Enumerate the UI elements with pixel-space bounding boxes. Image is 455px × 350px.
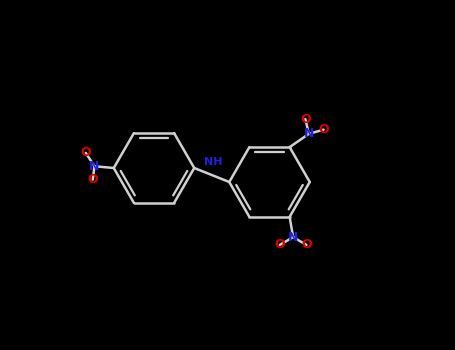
Text: NH: NH xyxy=(204,157,223,167)
Text: O: O xyxy=(318,123,329,136)
Text: O: O xyxy=(300,113,311,126)
Text: N: N xyxy=(89,160,100,173)
Text: O: O xyxy=(81,146,91,160)
Text: N: N xyxy=(303,127,314,140)
Text: N: N xyxy=(288,231,298,244)
Text: O: O xyxy=(301,238,312,251)
Text: O: O xyxy=(274,238,285,251)
Text: O: O xyxy=(87,173,98,186)
